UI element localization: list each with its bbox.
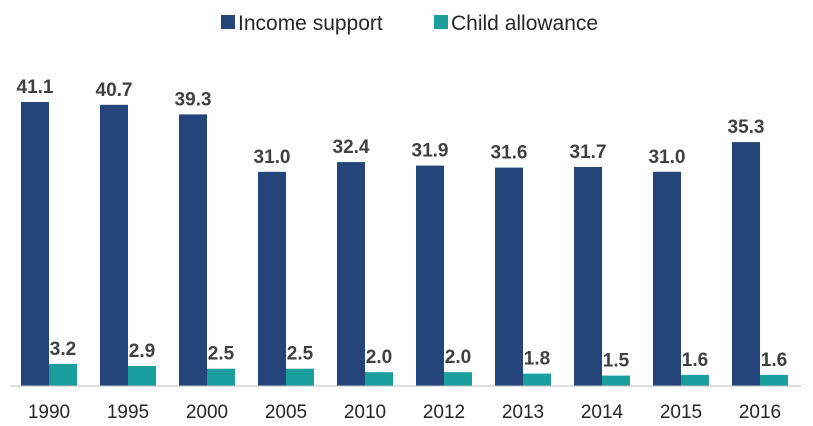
data-label-income-support-2016: 35.3	[728, 117, 765, 138]
data-label-child-allowance-2014: 1.5	[603, 351, 630, 372]
bar-child-allowance-2013	[523, 373, 551, 386]
data-label-child-allowance-2016: 1.6	[761, 350, 787, 371]
data-label-child-allowance-1995: 2.9	[129, 341, 155, 362]
bar-income-support-2013	[495, 167, 523, 386]
legend-swatch-income-support	[221, 15, 235, 29]
x-tick-label-2005: 2005	[265, 402, 307, 421]
data-label-income-support-2013: 31.6	[491, 143, 528, 164]
bar-income-support-2014	[574, 167, 602, 386]
data-label-child-allowance-2013: 1.8	[524, 349, 550, 370]
data-label-income-support-2015: 31.0	[649, 147, 686, 168]
data-label-income-support-2010: 32.4	[333, 137, 370, 158]
data-label-child-allowance-2000: 2.5	[208, 344, 235, 365]
data-label-income-support-1995: 40.7	[96, 80, 133, 101]
x-tick-label-1995: 1995	[107, 402, 149, 421]
data-label-child-allowance-2010: 2.0	[366, 347, 392, 368]
bar-income-support-2015	[653, 171, 681, 386]
data-labels-group: 41.1 3.2 40.7 2.9 39.3 2.5 31.0 2.5 32.4 2.0 31.9 2…	[17, 77, 788, 372]
data-label-child-allowance-2012: 2.0	[445, 347, 471, 368]
data-label-income-support-2000: 39.3	[175, 89, 212, 110]
x-tick-label-2015: 2015	[660, 402, 702, 421]
x-tick-label-2000: 2000	[186, 402, 228, 421]
bar-child-allowance-2014	[602, 375, 630, 386]
data-label-income-support-1990: 41.1	[17, 77, 54, 98]
bar-child-allowance-2005	[286, 368, 314, 386]
bar-child-allowance-2015	[681, 374, 709, 386]
bar-child-allowance-2010	[365, 372, 393, 386]
data-label-child-allowance-1990: 3.2	[50, 339, 76, 360]
legend: Income support Child allowance	[221, 12, 598, 35]
x-tick-label-2010: 2010	[344, 402, 386, 421]
x-tick-label-2016: 2016	[739, 402, 781, 421]
bar-income-support-2012	[416, 165, 444, 386]
x-axis-tick-labels: 1990 1995 2000 2005 2010 2012 2013 2014 2015 2016	[28, 402, 781, 423]
data-label-child-allowance-2015: 1.6	[682, 350, 708, 371]
data-label-income-support-2005: 31.0	[254, 147, 291, 168]
legend-label-income-support: Income support	[238, 12, 383, 35]
bar-income-support-2010	[337, 162, 365, 386]
data-label-income-support-2014: 31.7	[570, 142, 607, 163]
data-label-child-allowance-2005: 2.5	[287, 344, 314, 365]
data-label-income-support-2012: 31.9	[412, 141, 449, 162]
bar-income-support-2016	[732, 142, 760, 386]
bar-income-support-1995	[100, 104, 128, 387]
bar-income-support-2005	[258, 171, 286, 386]
bar-child-allowance-2016	[760, 374, 788, 386]
bar-child-allowance-2012	[444, 372, 472, 386]
bar-income-support-1990	[21, 102, 49, 386]
bar-income-support-2000	[179, 114, 207, 387]
x-tick-label-2014: 2014	[581, 402, 624, 421]
bar-child-allowance-1990	[49, 363, 77, 386]
legend-label-child-allowance: Child allowance	[451, 12, 598, 35]
bar-child-allowance-1995	[128, 366, 156, 386]
bars-group	[21, 102, 788, 387]
x-tick-label-2012: 2012	[423, 402, 465, 421]
x-tick-label-1990: 1990	[28, 402, 70, 421]
bar-child-allowance-2000	[207, 368, 235, 386]
x-tick-label-2013: 2013	[502, 402, 544, 421]
legend-swatch-child-allowance	[434, 15, 448, 29]
